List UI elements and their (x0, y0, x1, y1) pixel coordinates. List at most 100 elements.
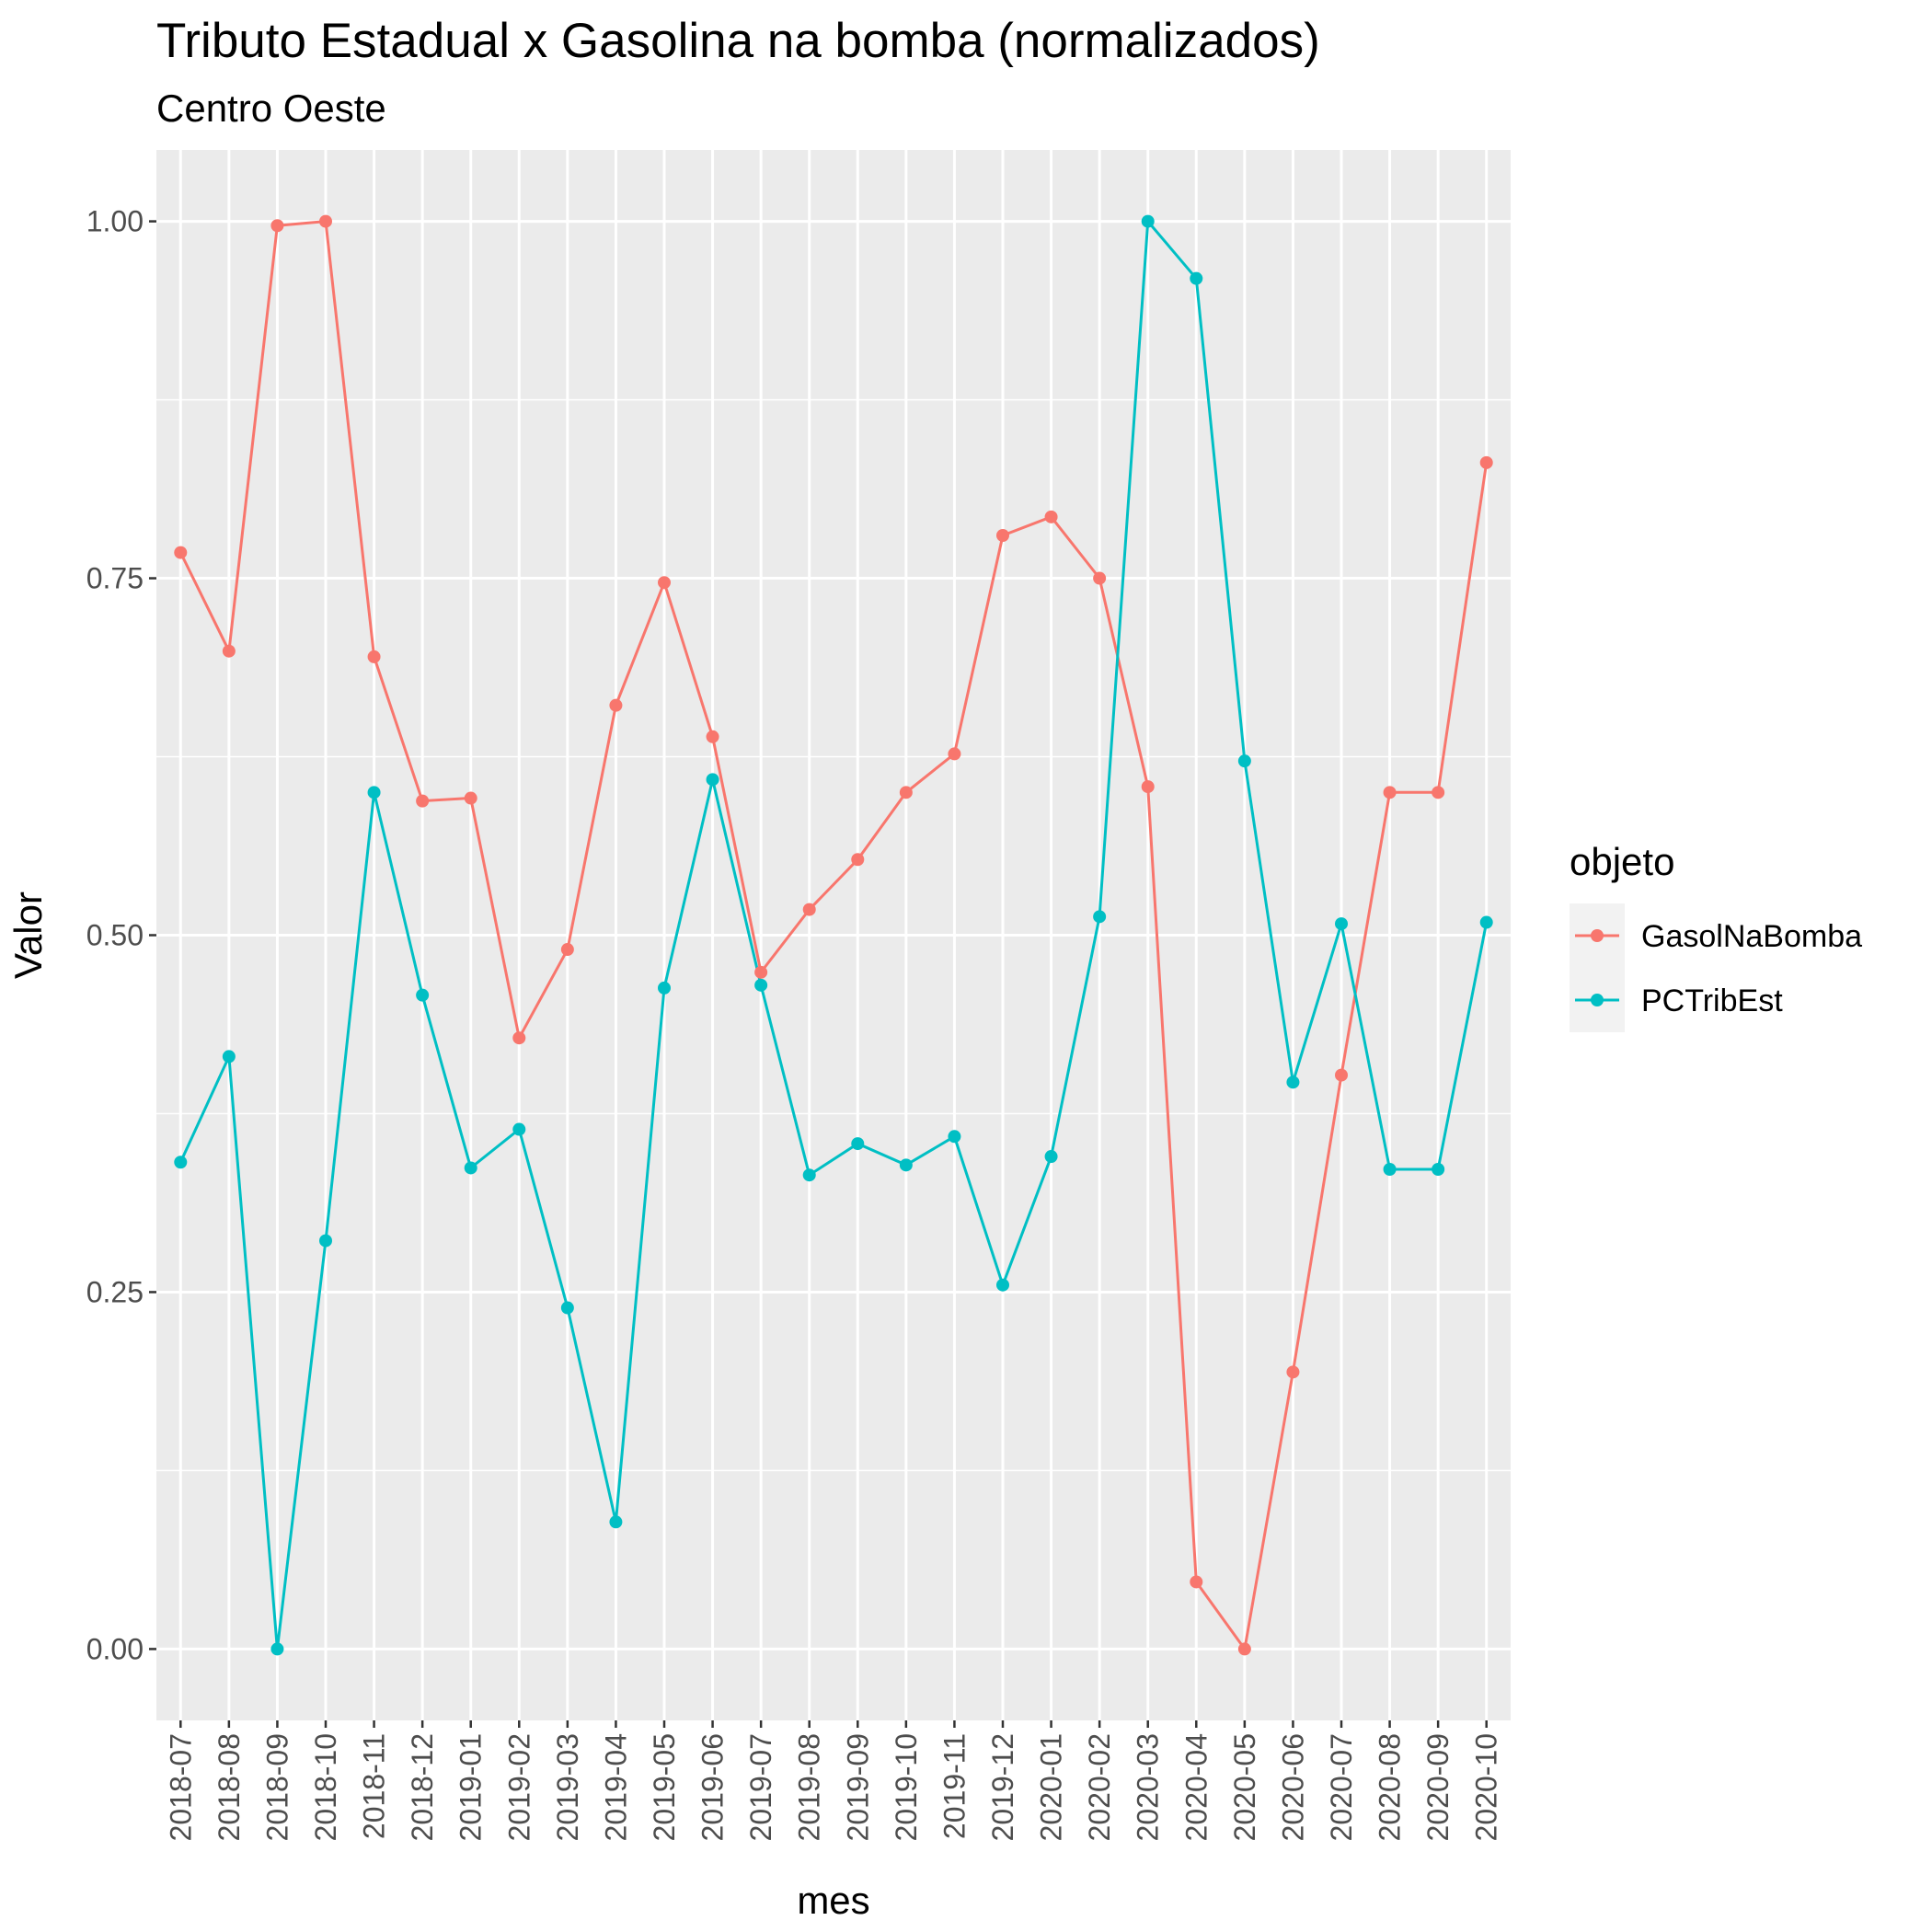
data-point-gasolnabomba (851, 853, 865, 867)
x-tick-label: 2019-12 (986, 1733, 1019, 1841)
data-point-pctribest (948, 1130, 961, 1144)
data-point-gasolnabomba (416, 794, 430, 808)
data-point-gasolnabomba (1093, 571, 1107, 585)
grid-minor (156, 398, 1511, 1472)
data-point-pctribest (416, 988, 430, 1002)
data-point-pctribest (1093, 910, 1107, 924)
data-point-gasolnabomba (464, 791, 477, 805)
x-tick-label: 2019-11 (937, 1733, 971, 1839)
data-point-pctribest (609, 1515, 623, 1529)
x-tick-label: 2020-05 (1228, 1733, 1261, 1841)
x-tick-label: 2020-03 (1132, 1733, 1165, 1841)
series-lines (178, 217, 1489, 1653)
data-point-pctribest (1479, 915, 1493, 929)
x-tick-label: 2018-12 (406, 1733, 439, 1841)
data-point-pctribest (1190, 271, 1203, 285)
series-line-pctribest (178, 217, 1489, 1650)
x-tick-label: 2019-06 (696, 1733, 730, 1841)
x-tick-label: 2020-01 (1035, 1733, 1068, 1841)
x-tick-label: 2020-06 (1276, 1733, 1309, 1841)
data-point-gasolnabomba (1335, 1068, 1348, 1082)
data-point-pctribest (319, 1234, 332, 1248)
data-point-gasolnabomba (512, 1031, 526, 1045)
data-point-gasolnabomba (802, 903, 816, 916)
legend: objeto GasolNaBomba PCTribEst (1570, 840, 1862, 1032)
data-point-pctribest (222, 1050, 236, 1064)
data-point-gasolnabomba (658, 576, 671, 590)
data-point-pctribest (1383, 1162, 1397, 1176)
chart-title: Tributo Estadual x Gasolina na bomba (no… (156, 14, 1320, 68)
data-point-gasolnabomba (1383, 786, 1397, 799)
data-point-pctribest (270, 1642, 284, 1656)
x-tick-label: 2018-10 (309, 1733, 342, 1841)
data-point-gasolnabomba (1141, 780, 1155, 794)
grid-major (156, 150, 1511, 1720)
data-point-gasolnabomba (560, 943, 574, 957)
legend-label-pctribest: PCTribEst (1641, 983, 1783, 1018)
data-point-pctribest (658, 981, 671, 995)
data-point-gasolnabomba (609, 698, 623, 712)
chart-subtitle: Centro Oeste (156, 86, 386, 130)
y-tick-label: 0.50 (86, 919, 144, 952)
data-point-pctribest (174, 1156, 188, 1169)
x-tick-label: 2019-02 (502, 1733, 535, 1841)
x-tick-label: 2018-11 (358, 1733, 391, 1839)
x-tick-label: 2019-05 (648, 1733, 681, 1841)
data-point-gasolnabomba (1044, 510, 1058, 523)
x-tick-label: 2019-01 (454, 1733, 488, 1841)
legend-key-point-pctribest (1591, 994, 1604, 1006)
x-tick-label: 2019-09 (841, 1733, 874, 1841)
x-tick-label: 2020-02 (1083, 1733, 1116, 1841)
data-point-pctribest (367, 786, 381, 799)
legend-key-point-gasolnabomba (1591, 929, 1604, 942)
x-tick-label: 2018-09 (260, 1733, 293, 1841)
x-tick-label: 2019-10 (890, 1733, 923, 1841)
x-tick-label: 2019-04 (599, 1733, 632, 1841)
data-point-gasolnabomba (706, 730, 719, 743)
data-point-gasolnabomba (1286, 1365, 1300, 1379)
x-tick-label: 2019-07 (744, 1733, 777, 1841)
x-tick-label: 2020-09 (1421, 1733, 1455, 1841)
x-axis-title: mes (797, 1879, 869, 1922)
data-point-pctribest (1286, 1075, 1300, 1089)
data-point-gasolnabomba (222, 644, 236, 658)
x-tick-label: 2018-07 (164, 1733, 197, 1841)
data-point-pctribest (754, 978, 768, 992)
y-tick-label: 0.25 (86, 1275, 144, 1308)
y-axis: 0.00 0.25 0.50 0.75 1.00 (86, 205, 156, 1665)
x-tick-label: 2019-08 (793, 1733, 826, 1841)
y-tick-label: 1.00 (86, 205, 144, 238)
data-point-gasolnabomba (1237, 1642, 1251, 1656)
data-point-pctribest (1141, 214, 1155, 228)
data-point-gasolnabomba (174, 546, 188, 559)
y-tick-label: 0.75 (86, 562, 144, 595)
x-tick-label: 2020-08 (1374, 1733, 1407, 1841)
y-axis-title: Valor (6, 891, 50, 979)
data-point-pctribest (512, 1122, 526, 1136)
data-point-pctribest (802, 1168, 816, 1182)
series-points (174, 214, 1493, 1656)
data-point-gasolnabomba (319, 214, 332, 228)
data-point-pctribest (1237, 754, 1251, 768)
data-point-pctribest (1335, 917, 1348, 931)
legend-title: objeto (1570, 840, 1674, 883)
data-point-pctribest (560, 1301, 574, 1315)
data-point-pctribest (996, 1278, 1009, 1292)
data-point-pctribest (1044, 1150, 1058, 1164)
x-tick-label: 2020-04 (1179, 1733, 1213, 1841)
data-point-pctribest (706, 773, 719, 787)
x-tick-label: 2020-07 (1325, 1733, 1358, 1841)
x-tick-label: 2018-08 (213, 1733, 246, 1841)
data-point-pctribest (851, 1137, 865, 1151)
data-point-gasolnabomba (996, 528, 1009, 542)
data-point-gasolnabomba (948, 747, 961, 761)
x-tick-label: 2020-10 (1470, 1733, 1503, 1841)
x-axis: 2018-07 2018-08 2018-09 2018-10 2018-11 2018-… (164, 1720, 1503, 1841)
data-point-gasolnabomba (1190, 1575, 1203, 1589)
y-tick-label: 0.00 (86, 1632, 144, 1665)
data-point-gasolnabomba (899, 786, 913, 799)
data-point-gasolnabomba (754, 965, 768, 979)
data-point-pctribest (464, 1161, 477, 1175)
data-point-gasolnabomba (270, 219, 284, 233)
